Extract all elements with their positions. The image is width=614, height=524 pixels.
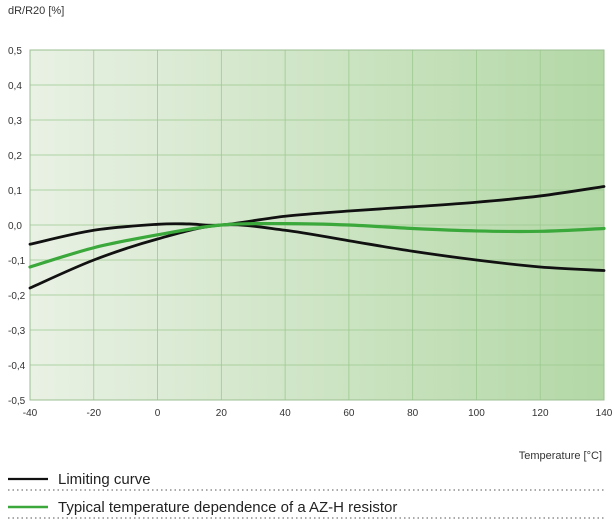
y-tick-label: 0,0 (8, 221, 22, 232)
y-tick-label: 0,2 (8, 151, 22, 162)
y-tick-label: -0,3 (8, 326, 26, 337)
typical-curve-line (28, 221, 606, 269)
legend-label-limiting: Limiting curve (58, 471, 151, 488)
y-tick-label: 0,3 (8, 116, 22, 127)
x-tick-label: 0 (155, 408, 161, 419)
legend: Limiting curve Typical temperature depen… (8, 471, 604, 519)
limiting-curve-lower-line (28, 223, 606, 290)
x-tick-label: 100 (468, 408, 485, 419)
y-axis-label: dR/R20 [%] (8, 5, 64, 17)
x-tick-label: -20 (87, 408, 102, 419)
y-tick-label: -0,5 (8, 396, 26, 407)
y-tick-label: 0,4 (8, 81, 22, 92)
x-tick-label: 120 (532, 408, 549, 419)
y-tick-label: -0,1 (8, 256, 26, 267)
x-tick-label: -40 (23, 408, 38, 419)
x-tick-label: 60 (343, 408, 355, 419)
y-tick-label: 0,5 (8, 46, 22, 57)
x-tick-label: 140 (596, 408, 613, 419)
y-tick-label: -0,2 (8, 291, 26, 302)
plot-frame (29, 49, 605, 401)
y-tick-label: -0,4 (8, 361, 26, 372)
x-tick-label: 20 (216, 408, 228, 419)
y-tick-label: 0,1 (8, 186, 22, 197)
x-axis-label: Temperature [°C] (519, 450, 602, 462)
series-lines (28, 185, 606, 290)
x-tick-labels: -40 -20 0 20 40 60 80 100 120 140 (23, 408, 613, 419)
x-tick-label: 80 (407, 408, 419, 419)
limiting-curve-upper-line (28, 185, 606, 246)
legend-label-typical: Typical temperature dependence of a AZ-H… (58, 499, 397, 516)
x-tick-label: 40 (280, 408, 292, 419)
y-tick-labels: 0,5 0,4 0,3 0,2 0,1 0,0 -0,1 -0,2 -0,3 -0,4 -0,5 (8, 46, 26, 407)
